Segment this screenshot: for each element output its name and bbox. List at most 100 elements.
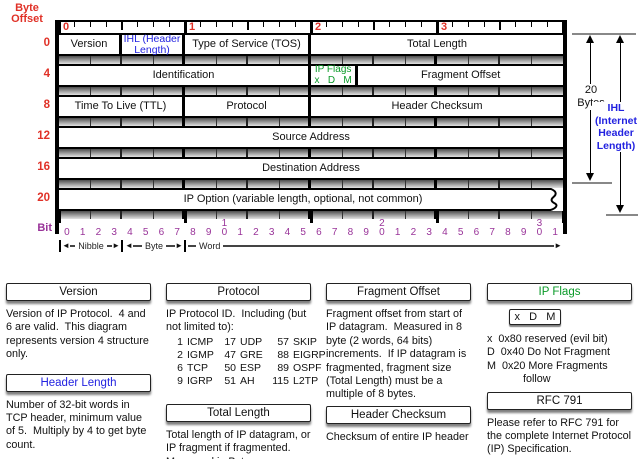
protocol-id-name: L2TP xyxy=(293,374,319,387)
tick-strip-segment xyxy=(90,149,122,157)
tick-strip xyxy=(59,211,563,219)
field-label: Identification xyxy=(152,68,215,81)
bottom-byte-tick xyxy=(57,211,61,223)
note-title-protocol: Protocol xyxy=(166,283,311,301)
bit-number-5: 5 xyxy=(142,227,149,238)
bracket-line-20bytes xyxy=(572,182,612,184)
note-title-fragment-offset: Fragment Offset xyxy=(326,283,471,301)
bit-number-18: 8 xyxy=(347,227,354,238)
tick-strip-segment xyxy=(279,56,311,64)
protocol-id-number: 88 xyxy=(277,348,289,361)
protocol-id-name: IGMP xyxy=(187,348,214,361)
tick-strip-segment xyxy=(90,180,122,188)
protocol-id-number: 2 xyxy=(177,348,183,361)
tick-strip-segment xyxy=(216,118,248,126)
ihl-label-line2: (Internet xyxy=(595,114,637,127)
tick-strip-segment xyxy=(311,118,343,126)
tick-strip-segment xyxy=(216,87,248,95)
tick-strip-segment xyxy=(500,87,532,95)
tick-strip-segment xyxy=(374,56,406,64)
protocol-id-name: GRE xyxy=(240,348,263,361)
bit-number-17: 7 xyxy=(331,227,338,238)
tick-strip-segment xyxy=(216,180,248,188)
tick-strip-segment xyxy=(248,118,280,126)
tick-strip-segment xyxy=(468,87,500,95)
ruler-tick xyxy=(531,22,532,27)
tick-strip-segment xyxy=(248,56,280,64)
protocol-id-name: SKIP xyxy=(293,335,317,348)
protocol-id-number: 50 xyxy=(224,361,236,374)
tick-strip-segment xyxy=(500,180,532,188)
note-paragraph: Number of 32-bit words in TCP header, mi… xyxy=(6,398,150,451)
ruler-tick xyxy=(389,22,391,27)
ruler-tick xyxy=(168,22,170,27)
ruler-tick xyxy=(452,22,454,27)
tick-strip-segment xyxy=(153,149,185,157)
field-identification: Identification xyxy=(59,66,311,85)
tick-strip-segment xyxy=(468,211,500,219)
field-total-length: Total Length xyxy=(311,35,563,54)
ruler-tick xyxy=(420,22,422,27)
field-label: Type of Service (TOS) xyxy=(192,37,301,50)
note-title-total-length: Total Length xyxy=(166,403,311,422)
note-title-ip-flags: IP Flags xyxy=(487,283,632,301)
bracket-line-top xyxy=(572,33,636,35)
ip-flag-definition-line: M 0x20 More Fragments xyxy=(487,359,608,372)
ip-flag-definition-line: D 0x40 Do Not Fragment xyxy=(487,346,611,359)
tick-strip-segment xyxy=(531,56,563,64)
protocol-id-number: 17 xyxy=(224,335,236,348)
ruler-tick xyxy=(247,22,249,30)
tick-strip-segment xyxy=(279,149,311,157)
tick-strip-segment xyxy=(216,56,248,64)
ruler-tick xyxy=(183,22,187,35)
row-offset-label: 12 xyxy=(37,130,50,142)
byte-label: Byte xyxy=(145,241,164,251)
bit-number-22: 2 xyxy=(410,227,417,238)
ruler-tick xyxy=(468,22,469,27)
field-ip-flags: IP Flags x D M xyxy=(311,64,359,85)
protocol-id-number: 115 xyxy=(272,374,289,387)
bit-number-25: 5 xyxy=(457,227,464,238)
tick-strip-segment xyxy=(500,56,532,64)
ruler-tick xyxy=(357,22,359,27)
ruler-tick xyxy=(342,22,343,27)
tick-strip-segment xyxy=(59,180,91,188)
bit-number-21: 1 xyxy=(394,227,401,238)
note-paragraph: Please refer to RFC 791 for the complete… xyxy=(487,416,635,456)
header-row-offset-0: Version IHL (Header Length) Type of Servic… xyxy=(59,33,563,56)
ruler-tick xyxy=(326,22,328,27)
tick-strip-segment xyxy=(311,149,343,157)
bit-number-8: 8 xyxy=(190,227,196,238)
tick-strip-segment xyxy=(342,149,374,157)
tick-strip-segment xyxy=(122,87,154,95)
protocol-id-name: UDP xyxy=(240,335,263,348)
bottom-byte-tick xyxy=(309,211,313,223)
tick-strip xyxy=(59,149,563,157)
bit-number-digit: 0 xyxy=(221,226,228,238)
table-right-edge xyxy=(563,20,567,234)
field-label: IHL (Header Length) xyxy=(123,32,181,56)
tick-strip-segment xyxy=(405,118,437,126)
tick-strip-segment xyxy=(342,87,374,95)
20-bytes-label-line1: 20 xyxy=(584,84,598,96)
arrow-left-icon: ◄ xyxy=(62,241,70,250)
tick-strip-segment xyxy=(437,149,469,157)
tick-strip-segment xyxy=(437,56,469,64)
ip-flags-definitions: x 0x80 reserved (evil bit) D 0x40 Do Not … xyxy=(487,333,632,387)
scale-ruler: ◄ Nibble ► ◄ Byte ► Word ► xyxy=(59,240,563,252)
tick-strip-segment xyxy=(185,87,217,95)
tick-strip-segment xyxy=(90,211,122,219)
bit-number-9: 9 xyxy=(205,227,212,238)
bottom-byte-tick xyxy=(183,211,187,223)
header-row-offset-8: Time To Live (TTL) Protocol Header Checksu… xyxy=(59,95,563,118)
tick-strip-segment xyxy=(311,56,343,64)
tick-strip-segment xyxy=(374,149,406,157)
bit-axis-label: Bit xyxy=(37,222,52,234)
protocol-id-name: TCP xyxy=(187,361,208,374)
protocol-id-number: 89 xyxy=(277,361,289,374)
tick-strip-segment xyxy=(185,56,217,64)
ip-flag-definition-line: follow xyxy=(487,373,551,386)
tick-strip-segment xyxy=(405,56,437,64)
